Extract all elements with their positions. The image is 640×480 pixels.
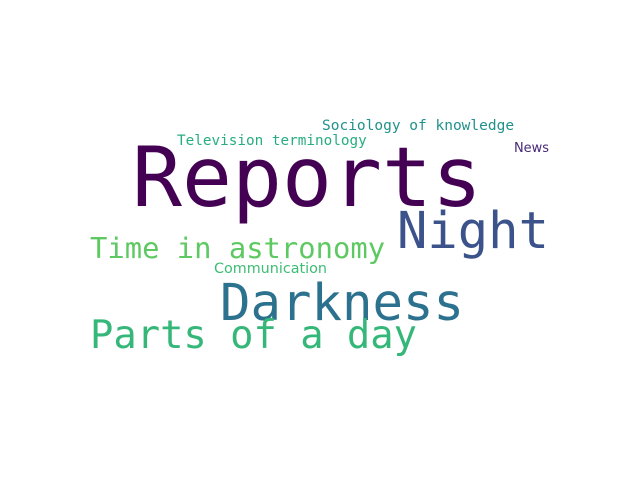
word-darkness: Darkness <box>220 272 464 332</box>
word-time-in-astronomy: Time in astronomy <box>90 230 386 265</box>
word-communication: Communication <box>214 260 327 277</box>
word-reports: Reports <box>132 128 482 226</box>
word-news: News <box>514 141 549 157</box>
word-parts-of-a-day: Parts of a day <box>90 312 418 358</box>
word-sociology-of-knowledge: Sociology of knowledge <box>322 117 515 134</box>
word-night: Night <box>397 200 549 260</box>
word-television-terminology: Television terminology <box>177 133 367 150</box>
